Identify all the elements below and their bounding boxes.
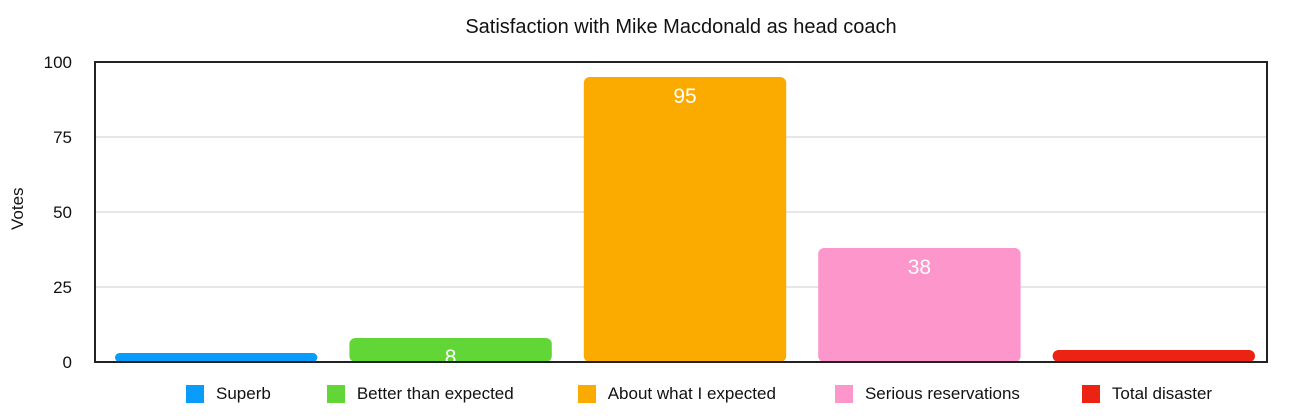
legend-swatch: [577, 385, 596, 403]
chart-title: Satisfaction with Mike Macdonald as head…: [465, 16, 897, 38]
legend-swatch: [834, 385, 853, 403]
bar-superb: [115, 353, 318, 362]
legend-item: Serious reservations: [834, 384, 1020, 404]
legend-item: Better than expected: [326, 384, 514, 404]
legend-label: Superb: [216, 384, 271, 403]
legend-item: About what I expected: [577, 384, 776, 404]
legend-label: Serious reservations: [864, 384, 1020, 403]
legend: Superb Better than expected About what I e…: [186, 384, 1212, 404]
y-tick-label: 0: [63, 353, 72, 372]
legend-label: About what I expected: [607, 384, 776, 403]
data-label: 8: [445, 346, 457, 369]
legend-label: Better than expected: [356, 384, 514, 403]
y-tick-label: 50: [53, 203, 72, 222]
bar-better-than-expected: [349, 338, 552, 362]
legend-item: Superb: [186, 384, 271, 404]
y-tick-label: 25: [53, 278, 72, 297]
data-label: 95: [673, 85, 696, 108]
y-tick-label: 100: [44, 53, 72, 72]
y-tick-label: 75: [53, 128, 72, 147]
data-label: 38: [908, 256, 931, 279]
legend-swatch: [186, 385, 204, 403]
legend-swatch: [1081, 385, 1100, 403]
legend-item: Total disaster: [1081, 384, 1213, 404]
bar-serious-reservations: [818, 248, 1021, 362]
plot-border: [94, 61, 1268, 363]
bar-total-disaster: [1052, 350, 1255, 362]
legend-label: Total disaster: [1111, 384, 1213, 403]
bar-about-what-i-expected: [583, 77, 787, 362]
legend-swatch: [326, 385, 345, 403]
